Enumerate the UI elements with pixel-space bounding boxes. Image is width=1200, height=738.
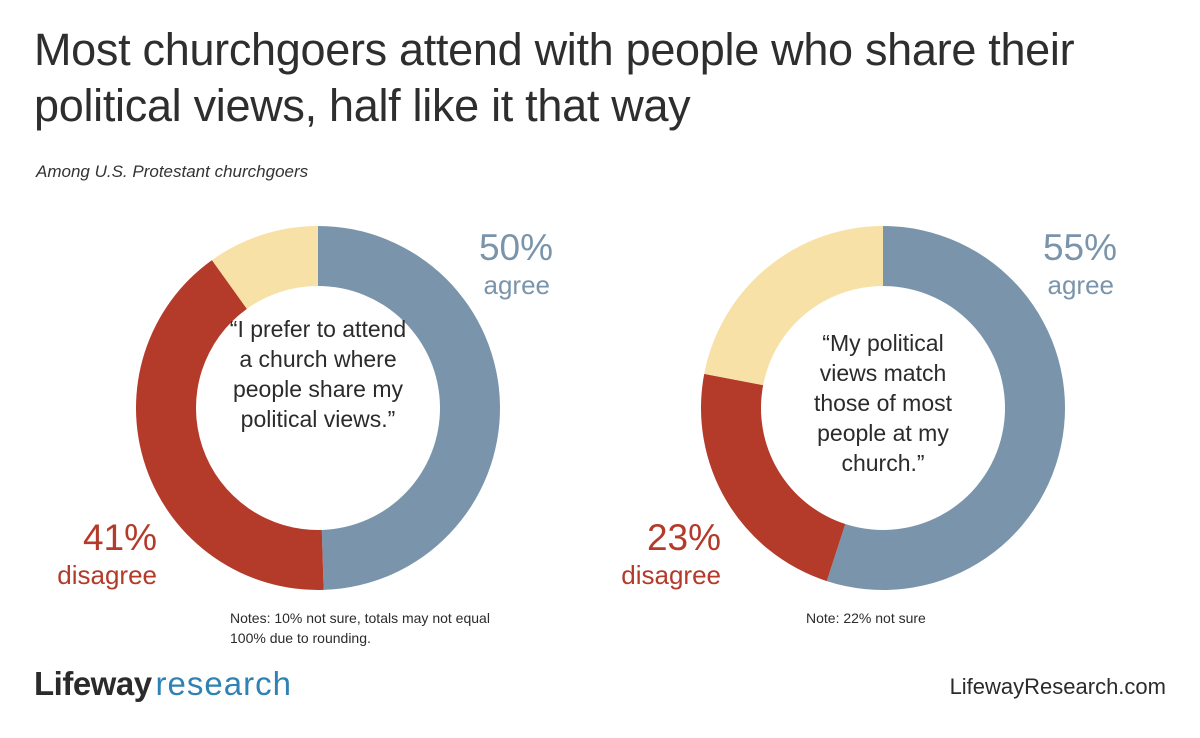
- logo-brand: Lifeway: [34, 665, 152, 702]
- donut-slice-disagree: [701, 373, 846, 582]
- agree-label: agree: [1047, 270, 1115, 300]
- donut-center-text: “I prefer to attend a church where peopl…: [229, 316, 407, 432]
- donut-chart-prefer: [136, 226, 501, 590]
- donut-slice-agree: [318, 226, 501, 590]
- donut-center-text: “My political views match those of most …: [813, 330, 953, 476]
- donut-slice-not-sure: [704, 226, 883, 386]
- disagree-percent: 23%: [646, 517, 721, 558]
- agree-label: agree: [483, 270, 551, 300]
- disagree-percent: 41%: [82, 517, 157, 558]
- chart-subtitle: Among U.S. Protestant churchgoers: [36, 162, 309, 181]
- disagree-label: disagree: [57, 560, 157, 590]
- disagree-label: disagree: [621, 560, 721, 590]
- agree-percent: 50%: [478, 227, 553, 268]
- agree-percent: 55%: [1042, 227, 1117, 268]
- donut-slice-not-sure: [211, 226, 318, 309]
- logo-sub: research: [155, 665, 292, 702]
- chart-title: Most churchgoers attend with people who …: [34, 24, 1075, 131]
- website-link[interactable]: LifewayResearch.com: [949, 674, 1166, 699]
- chart-note: Notes: 10% not sure, totals may not equa…: [230, 610, 490, 646]
- chart-note: Note: 22% not sure: [806, 610, 926, 626]
- donut-slice-agree: [826, 226, 1065, 590]
- donut-chart-match: [701, 226, 1065, 590]
- donut-slice-disagree: [136, 260, 324, 590]
- lifeway-research-logo: Lifeway research: [34, 664, 292, 704]
